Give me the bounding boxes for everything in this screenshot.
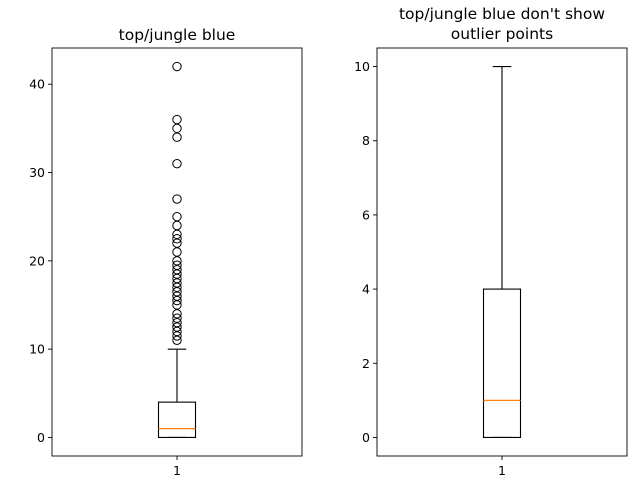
outlier-point — [172, 132, 182, 142]
chart-title: top/jungle blue don't show outlier points — [399, 5, 605, 43]
y-tick-label: 20 — [29, 253, 45, 268]
y-tick-label: 8 — [362, 133, 370, 148]
y-tick-label: 0 — [37, 430, 45, 445]
outlier-point — [172, 247, 182, 257]
y-tick-label: 6 — [362, 207, 370, 222]
axes-frame — [51, 47, 303, 457]
y-tick-label: 0 — [362, 430, 370, 445]
y-tick-label: 2 — [362, 356, 370, 371]
axes-frame — [376, 47, 628, 457]
outlier-point — [172, 260, 182, 270]
chart-title: top/jungle blue — [119, 26, 236, 44]
outlier-point — [172, 220, 182, 231]
box-iqr — [482, 288, 522, 439]
y-tick-label: 10 — [29, 342, 45, 357]
outlier-point — [172, 313, 182, 323]
outlier-point — [172, 194, 182, 204]
chart-title-line: top/jungle blue don't show — [399, 5, 605, 23]
outlier-point — [172, 61, 182, 72]
y-tick-label: 40 — [29, 77, 45, 92]
y-tick-label: 10 — [354, 59, 370, 74]
box-iqr — [157, 401, 197, 439]
outlier-point — [172, 123, 182, 134]
outlier-point — [172, 211, 182, 222]
outlier-point — [172, 234, 182, 244]
x-tick-label: 1 — [498, 463, 506, 478]
y-tick-label: 4 — [362, 282, 370, 297]
chart-panel-1: top/jungle blue 0 10 20 30 40 1 — [29, 26, 303, 478]
chart-title-line: outlier points — [451, 25, 553, 43]
y-tick-label: 30 — [29, 165, 45, 180]
outlier-point — [172, 114, 182, 125]
outlier-point — [172, 158, 182, 169]
chart-panel-2: top/jungle blue don't show outlier points… — [354, 5, 628, 478]
x-tick-label: 1 — [173, 463, 181, 478]
chart-title-line: top/jungle blue — [119, 26, 236, 44]
